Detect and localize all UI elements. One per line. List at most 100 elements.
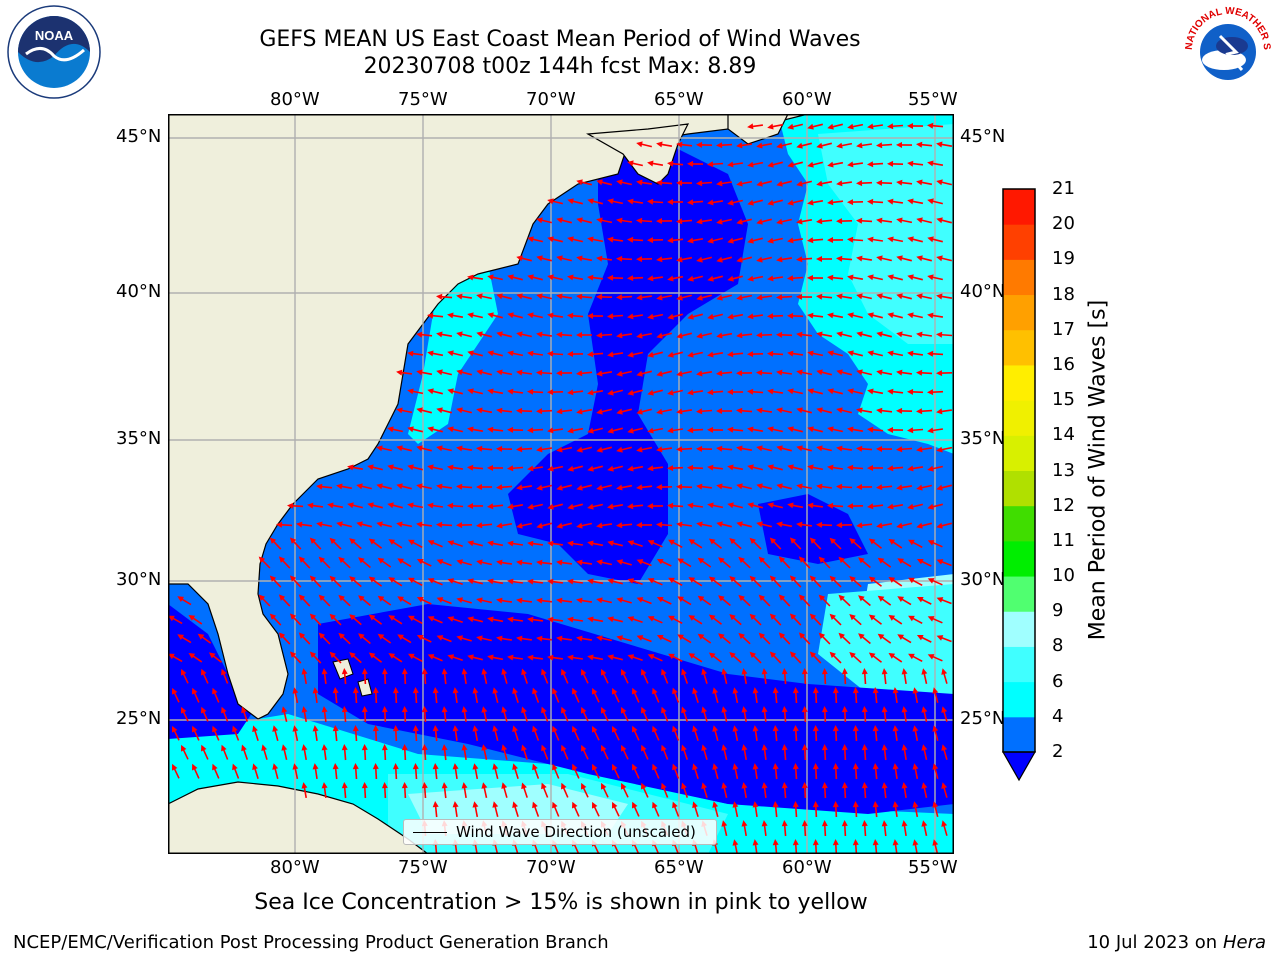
colorbar-band bbox=[1003, 364, 1035, 401]
wave-direction-arrowhead bbox=[467, 274, 474, 281]
wave-direction-arrowhead bbox=[368, 538, 376, 545]
wave-direction-arrowhead bbox=[352, 725, 359, 732]
wave-direction-arrowhead bbox=[927, 540, 935, 546]
wave-direction-arrowhead bbox=[349, 576, 356, 583]
wave-direction-arrowhead bbox=[552, 763, 558, 771]
land-maritimes bbox=[586, 123, 690, 185]
wave-direction-arrowhead bbox=[941, 744, 948, 751]
wave-direction-arrowhead bbox=[616, 332, 623, 339]
wave-direction-arrowhead bbox=[747, 502, 754, 509]
wave-direction-arrowhead bbox=[301, 706, 308, 713]
wave-direction-arrowhead bbox=[556, 635, 563, 642]
wave-direction-arrowhead bbox=[776, 142, 783, 149]
wave-direction-arrowhead bbox=[712, 763, 719, 770]
wave-direction-arrowhead bbox=[696, 332, 703, 339]
wave-direction-arrowhead bbox=[927, 389, 934, 396]
wave-direction-arrowhead bbox=[941, 706, 948, 713]
wave-direction-arrowhead bbox=[576, 408, 583, 415]
wave-direction-arrowhead bbox=[467, 540, 474, 547]
wave-direction-arrowhead bbox=[587, 578, 594, 585]
wave-direction-arrowhead bbox=[587, 351, 594, 358]
wave-direction-arrowhead bbox=[396, 483, 403, 490]
wave-direction-arrowhead bbox=[336, 483, 343, 490]
wave-direction-arrowhead bbox=[812, 725, 819, 732]
wave-direction-arrowhead bbox=[778, 594, 786, 601]
wave-period-map bbox=[168, 114, 954, 854]
wave-direction-arrowhead bbox=[896, 446, 903, 453]
wave-direction-arrowhead bbox=[827, 274, 834, 281]
wave-direction-arrowhead bbox=[338, 594, 345, 602]
wave-direction-arrowhead bbox=[472, 801, 479, 808]
wave-direction-arrowhead bbox=[436, 635, 444, 641]
wave-direction-arrowhead bbox=[436, 293, 443, 300]
wave-direction-arrowhead bbox=[707, 502, 714, 509]
wave-direction-arrowhead bbox=[681, 668, 687, 676]
wave-direction-arrowhead bbox=[856, 180, 863, 187]
wave-direction-arrowhead bbox=[901, 820, 908, 827]
wave-direction-arrowhead bbox=[376, 483, 383, 490]
wave-direction-arrowhead bbox=[727, 389, 733, 395]
wave-direction-arrowhead bbox=[552, 725, 558, 733]
wave-direction-arrowhead bbox=[888, 539, 896, 545]
wave-direction-arrowhead bbox=[656, 521, 663, 528]
wave-direction-arrowhead bbox=[447, 540, 455, 546]
wave-direction-arrowhead bbox=[847, 161, 854, 168]
wave-direction-arrowhead bbox=[927, 427, 934, 434]
wave-direction-arrowhead bbox=[436, 597, 444, 603]
wave-direction-arrowhead bbox=[887, 427, 893, 433]
wave-direction-arrowhead bbox=[536, 484, 543, 491]
wave-direction-arrowhead bbox=[667, 275, 674, 282]
wave-direction-arrowhead bbox=[481, 782, 488, 789]
colorbar-band bbox=[1003, 259, 1035, 296]
wave-direction-arrowhead bbox=[612, 725, 618, 733]
colorbar-band bbox=[1003, 576, 1035, 612]
wave-direction-arrowhead bbox=[832, 725, 839, 732]
colorbar bbox=[1001, 188, 1037, 782]
wave-direction-arrowhead bbox=[397, 634, 404, 641]
wave-direction-arrowhead bbox=[361, 668, 368, 675]
wave-direction-arrowhead bbox=[407, 388, 414, 395]
wave-direction-arrowhead bbox=[572, 763, 578, 771]
wave-direction-arrowhead bbox=[572, 801, 578, 809]
wave-direction-arrowhead bbox=[647, 275, 654, 282]
wave-direction-arrowhead bbox=[318, 594, 325, 601]
wave-direction-arrowhead bbox=[516, 407, 523, 414]
wave-direction-arrowhead bbox=[349, 614, 356, 621]
wave-direction-arrowhead bbox=[676, 483, 683, 490]
colorbar-tick-label: 20 bbox=[1052, 213, 1075, 235]
wave-direction-arrowhead bbox=[752, 725, 759, 732]
wave-direction-arrowhead bbox=[897, 558, 904, 564]
wave-direction-arrowhead bbox=[767, 350, 774, 357]
wave-direction-arrowhead bbox=[832, 839, 839, 846]
wave-direction-arrowhead bbox=[467, 426, 474, 433]
wave-direction-arrowhead bbox=[696, 408, 703, 415]
wave-direction-arrowhead bbox=[452, 763, 459, 770]
wave-direction-arrowhead bbox=[547, 198, 554, 205]
wave-direction-arrowhead bbox=[301, 782, 308, 789]
wave-direction-arrowhead bbox=[721, 744, 728, 751]
wave-direction-arrowhead bbox=[656, 218, 662, 224]
wave-direction-arrowhead bbox=[587, 198, 594, 205]
wave-direction-arrowhead bbox=[932, 839, 939, 846]
wave-direction-arrowhead bbox=[587, 654, 594, 661]
wave-direction-arrowhead bbox=[547, 389, 554, 396]
wave-direction-arrowhead bbox=[856, 407, 863, 414]
wave-direction-arrowhead bbox=[847, 274, 854, 281]
wave-core-lt2-south bbox=[318, 604, 954, 814]
wave-direction-arrowhead bbox=[767, 123, 774, 130]
wave-direction-arrowhead bbox=[567, 503, 574, 510]
wave-direction-arrowhead bbox=[298, 556, 306, 563]
wave-direction-arrowhead bbox=[647, 540, 655, 546]
wave-direction-arrowhead bbox=[676, 294, 683, 301]
colorbar-tick-label: 14 bbox=[1052, 424, 1075, 446]
wave-direction-arrowhead bbox=[607, 465, 614, 472]
wave-direction-arrowhead bbox=[856, 369, 863, 376]
wave-direction-arrowhead bbox=[181, 668, 187, 676]
wave-direction-arrowhead bbox=[752, 801, 759, 808]
wave-direction-arrowhead bbox=[476, 293, 483, 300]
wave-direction-arrowhead bbox=[587, 389, 594, 396]
colorbar-tick-label: 18 bbox=[1052, 283, 1075, 305]
wave-direction-arrowhead bbox=[787, 426, 794, 433]
lon-label-bottom: 60°W bbox=[782, 857, 832, 878]
wave-direction-arrowhead bbox=[892, 839, 899, 846]
